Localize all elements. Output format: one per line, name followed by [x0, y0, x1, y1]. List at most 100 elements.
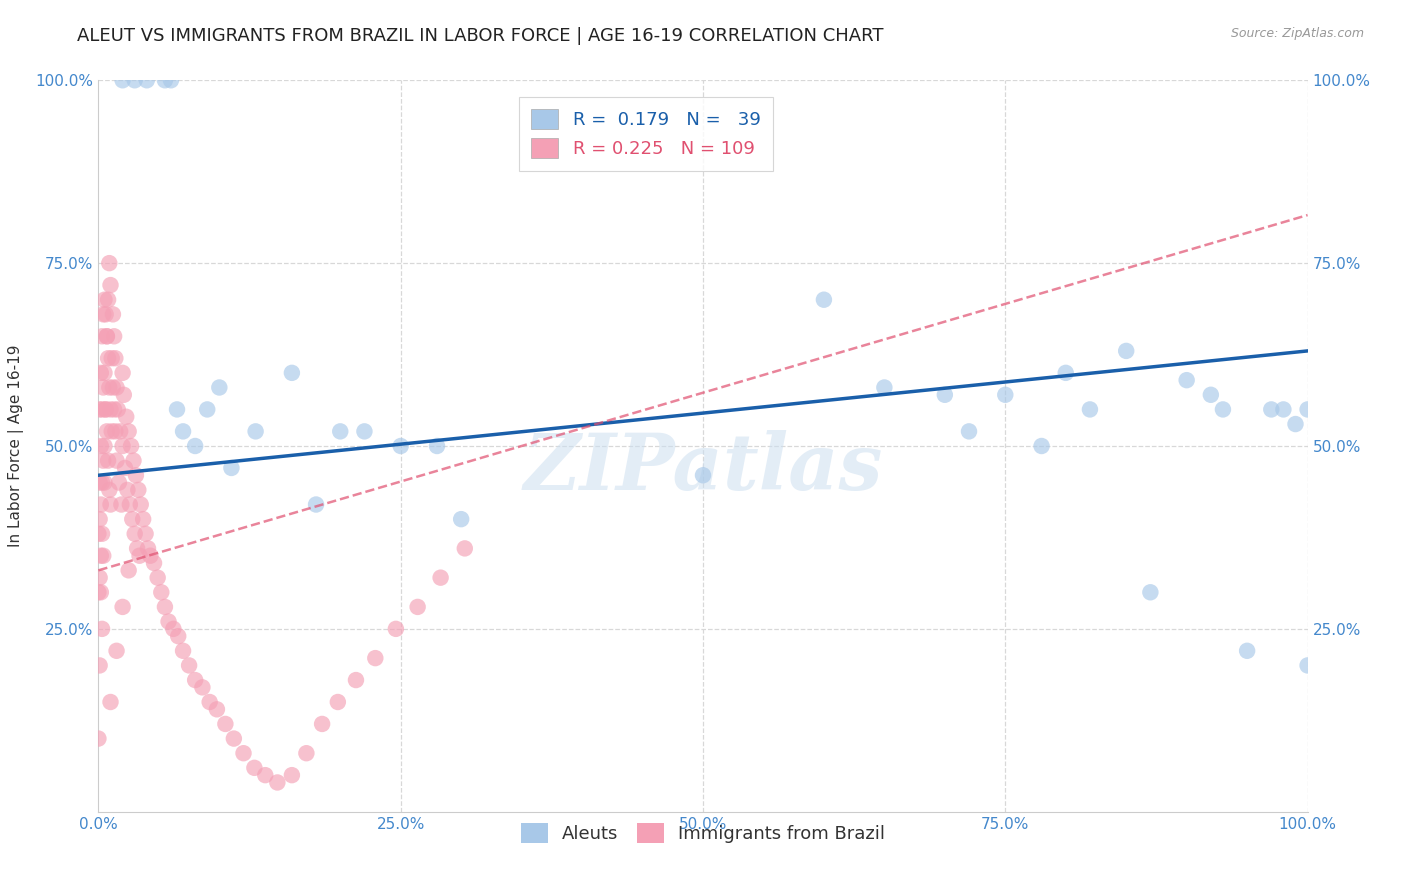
Point — [129, 498, 152, 512]
Point — [172, 425, 194, 439]
Point — [281, 768, 304, 782]
Point — [87, 585, 110, 599]
Point — [243, 761, 266, 775]
Point — [208, 380, 231, 394]
Point — [94, 307, 117, 321]
Point — [1212, 402, 1234, 417]
Point — [100, 425, 122, 439]
Point — [96, 329, 118, 343]
Point — [100, 402, 122, 417]
Point — [100, 498, 122, 512]
Point — [90, 439, 112, 453]
Point — [89, 475, 111, 490]
Point — [266, 775, 288, 789]
Point — [1260, 402, 1282, 417]
Point — [1296, 658, 1319, 673]
Point — [118, 498, 141, 512]
Point — [813, 293, 835, 307]
Point — [191, 681, 214, 695]
Point — [326, 695, 349, 709]
Point — [136, 541, 159, 556]
Point — [117, 483, 139, 497]
Point — [105, 380, 128, 394]
Point — [127, 541, 149, 556]
Point — [198, 695, 221, 709]
Point — [127, 483, 149, 497]
Point — [96, 329, 118, 343]
Point — [110, 498, 132, 512]
Point — [162, 622, 184, 636]
Point — [104, 425, 127, 439]
Point — [87, 526, 110, 541]
Point — [873, 380, 896, 394]
Point — [93, 366, 115, 380]
Point — [98, 256, 121, 270]
Point — [108, 425, 131, 439]
Point — [101, 307, 124, 321]
Legend: Aleuts, Immigrants from Brazil: Aleuts, Immigrants from Brazil — [510, 813, 896, 854]
Point — [98, 483, 121, 497]
Point — [97, 351, 120, 366]
Point — [329, 425, 352, 439]
Point — [132, 512, 155, 526]
Point — [89, 512, 111, 526]
Point — [122, 453, 145, 467]
Text: ALEUT VS IMMIGRANTS FROM BRAZIL IN LABOR FORCE | AGE 16-19 CORRELATION CHART: ALEUT VS IMMIGRANTS FROM BRAZIL IN LABOR… — [77, 27, 884, 45]
Point — [305, 498, 328, 512]
Point — [115, 409, 138, 424]
Point — [1272, 402, 1295, 417]
Point — [429, 571, 451, 585]
Point — [232, 746, 254, 760]
Point — [1139, 585, 1161, 599]
Point — [311, 717, 333, 731]
Point — [112, 388, 135, 402]
Point — [153, 73, 176, 87]
Point — [143, 556, 166, 570]
Point — [91, 453, 114, 467]
Point — [172, 644, 194, 658]
Point — [135, 526, 157, 541]
Point — [254, 768, 277, 782]
Point — [1175, 373, 1198, 387]
Point — [406, 599, 429, 614]
Point — [94, 402, 117, 417]
Point — [118, 563, 141, 577]
Point — [90, 366, 112, 380]
Point — [994, 388, 1017, 402]
Point — [934, 388, 956, 402]
Point — [91, 475, 114, 490]
Point — [385, 622, 408, 636]
Point — [91, 307, 114, 321]
Point — [364, 651, 387, 665]
Point — [184, 673, 207, 687]
Point — [114, 461, 136, 475]
Point — [167, 629, 190, 643]
Point — [91, 526, 114, 541]
Point — [107, 402, 129, 417]
Point — [91, 329, 114, 343]
Point — [353, 425, 375, 439]
Point — [124, 526, 146, 541]
Point — [100, 351, 122, 366]
Point — [89, 571, 111, 585]
Point — [91, 622, 114, 636]
Point — [100, 278, 122, 293]
Point — [96, 425, 118, 439]
Point — [93, 293, 115, 307]
Point — [105, 644, 128, 658]
Point — [166, 402, 188, 417]
Point — [1115, 343, 1137, 358]
Point — [101, 380, 124, 394]
Point — [103, 402, 125, 417]
Point — [1054, 366, 1077, 380]
Point — [184, 439, 207, 453]
Text: Source: ZipAtlas.com: Source: ZipAtlas.com — [1230, 27, 1364, 40]
Point — [118, 425, 141, 439]
Point — [1031, 439, 1053, 453]
Point — [222, 731, 245, 746]
Point — [91, 549, 114, 563]
Point — [344, 673, 367, 687]
Point — [103, 329, 125, 343]
Point — [160, 73, 183, 87]
Point — [295, 746, 318, 760]
